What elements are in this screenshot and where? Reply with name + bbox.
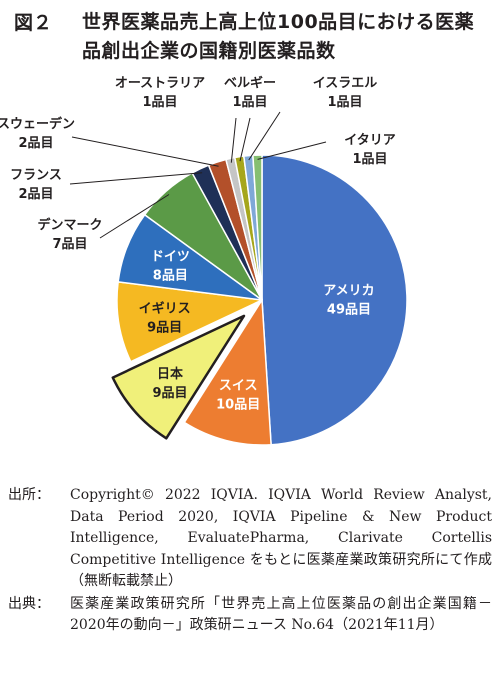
pie-slice-1 — [261, 154, 408, 446]
slice-label-2: スイス — [219, 379, 258, 394]
leader-line-12 — [257, 141, 327, 160]
slice-value-3: 9品目 — [153, 386, 188, 401]
slice-value-10: 1品目 — [232, 95, 267, 110]
slice-label-5: ドイツ — [151, 250, 190, 265]
figure-label: 図２ — [14, 12, 53, 34]
slice-value-1: 49品目 — [327, 302, 371, 317]
slice-value-11: 1品目 — [327, 95, 362, 110]
slice-value-12: 1品目 — [352, 152, 387, 167]
slice-label-3: 日本 — [157, 366, 183, 382]
pie-slice-4 — [116, 281, 263, 363]
figure-title: 世界医薬品売上高上位100品目における医薬品創出企業の国籍別医薬品数 — [82, 11, 475, 62]
slice-value-5: 8品目 — [153, 269, 188, 284]
slice-label-12: イタリア — [344, 133, 395, 148]
source-text: Copyright© 2022 IQVIA. IQVIA World Revie… — [70, 487, 492, 589]
pie-slice-2 — [183, 299, 272, 446]
leader-line-7 — [69, 172, 203, 185]
slice-label-8: スウェーデン — [0, 116, 75, 132]
notes: 出所： Copyright© 2022 IQVIA. IQVIA World R… — [8, 485, 492, 638]
slice-label-10: ベルギー — [224, 75, 276, 91]
leader-line-8 — [71, 136, 219, 167]
slice-label-6: デンマーク — [37, 217, 102, 233]
leader-line-9 — [230, 117, 237, 163]
slice-value-8: 2品目 — [18, 136, 53, 151]
leader-line-11 — [248, 111, 281, 161]
slice-label-11: イスラエル — [313, 76, 378, 91]
slice-value-6: 7品目 — [52, 237, 87, 252]
source-label: 出所： — [8, 487, 50, 503]
pie-slice-12 — [252, 154, 263, 301]
pie-slice-3 — [111, 314, 246, 440]
slice-label-1: アメリカ — [323, 283, 374, 298]
slice-value-2: 10品目 — [216, 398, 260, 413]
slice-label-9: オーストラリア — [115, 76, 205, 91]
slice-value-7: 2品目 — [18, 187, 53, 202]
slice-value-4: 9品目 — [147, 320, 182, 335]
leader-line-10 — [239, 117, 251, 162]
reference-label: 出典： — [8, 595, 50, 612]
slice-label-4: イギリス — [139, 300, 191, 316]
source-note: 出所： Copyright© 2022 IQVIA. IQVIA World R… — [8, 485, 492, 593]
slice-label-7: フランス — [10, 168, 62, 183]
leader-line-6 — [99, 194, 170, 239]
reference-text: 医薬産業政策研究所「世界売上高上位医薬品の創出企業国籍－2020年の動向－」政策… — [70, 595, 492, 634]
slice-value-9: 1品目 — [142, 95, 177, 110]
reference-note: 出典： 医薬産業政策研究所「世界売上高上位医薬品の創出企業国籍－2020年の動向… — [8, 594, 492, 637]
